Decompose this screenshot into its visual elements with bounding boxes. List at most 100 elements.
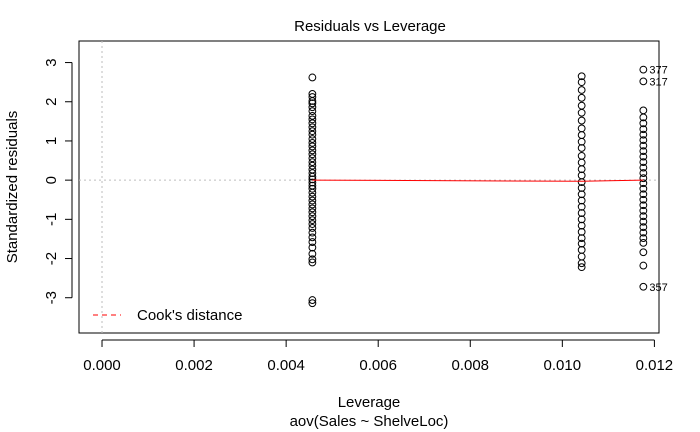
data-point xyxy=(308,115,317,124)
data-point xyxy=(308,233,317,242)
data-point xyxy=(308,135,317,143)
data-points xyxy=(308,65,648,308)
x-axis: 0.000 0.002 0.004 0.006 0.008 0.010 0.012 xyxy=(83,339,673,374)
point-label-377: 377 xyxy=(649,65,667,77)
y-tick-label: -3 xyxy=(43,291,60,304)
data-point xyxy=(308,154,317,163)
point-label-317: 317 xyxy=(649,76,667,88)
data-point xyxy=(577,151,586,160)
data-point xyxy=(308,243,317,252)
data-point xyxy=(639,248,648,257)
data-point xyxy=(639,217,648,226)
reference-lines xyxy=(79,41,659,333)
data-point xyxy=(308,123,317,132)
data-point xyxy=(577,221,586,230)
data-point xyxy=(308,249,317,258)
y-tick-label: 0 xyxy=(43,176,60,184)
data-point xyxy=(577,209,586,217)
data-point xyxy=(308,255,317,264)
data-point xyxy=(308,224,317,232)
data-point xyxy=(577,131,586,139)
data-point xyxy=(308,139,317,147)
data-point xyxy=(639,228,648,237)
data-point xyxy=(639,169,648,177)
data-point xyxy=(308,146,317,155)
x-axis-sublabel: aov(Sales ~ ShelveLoc) xyxy=(290,413,449,430)
data-point xyxy=(308,220,317,228)
data-point xyxy=(577,178,586,187)
data-point xyxy=(308,299,317,308)
data-point xyxy=(577,72,586,81)
data-point xyxy=(577,196,586,205)
data-point xyxy=(639,206,648,215)
data-point xyxy=(308,130,317,139)
data-point xyxy=(577,124,586,133)
data-point xyxy=(639,179,648,188)
data-point xyxy=(308,212,317,221)
data-point xyxy=(577,101,586,110)
data-point xyxy=(308,238,317,246)
data-point xyxy=(639,152,648,161)
data-point xyxy=(639,125,648,134)
data-point xyxy=(308,142,317,151)
x-tick-label: 0.004 xyxy=(267,357,305,374)
data-point xyxy=(308,172,317,181)
data-point xyxy=(308,99,317,108)
data-point xyxy=(639,130,648,139)
legend: Cook's distance xyxy=(93,307,242,324)
data-point xyxy=(577,86,586,94)
data-point xyxy=(577,78,586,87)
data-point xyxy=(577,259,586,268)
data-point xyxy=(308,127,317,136)
data-point xyxy=(639,174,648,183)
data-point xyxy=(308,119,317,128)
data-point xyxy=(308,161,317,170)
data-point xyxy=(639,195,648,204)
x-axis-label: Leverage xyxy=(338,394,401,411)
data-point xyxy=(308,296,317,304)
data-point xyxy=(308,184,317,193)
data-point xyxy=(639,141,648,150)
data-point xyxy=(308,158,317,167)
data-point xyxy=(639,212,648,221)
data-point xyxy=(577,144,586,152)
data-point xyxy=(639,282,648,291)
data-point xyxy=(577,165,586,174)
data-point xyxy=(577,137,586,146)
data-point xyxy=(639,136,648,145)
data-point xyxy=(308,111,317,120)
data-point xyxy=(577,239,586,248)
data-point xyxy=(577,184,586,192)
x-tick-label: 0.010 xyxy=(544,357,582,374)
data-point xyxy=(639,201,648,210)
data-point xyxy=(639,158,648,167)
x-tick-label: 0.008 xyxy=(451,357,489,374)
data-point xyxy=(308,73,317,82)
y-tick-label: -1 xyxy=(43,213,60,226)
x-tick-label: 0.006 xyxy=(359,357,397,374)
legend-cooks-distance-label: Cook's distance xyxy=(137,307,242,324)
data-point xyxy=(308,188,317,197)
x-tick-label: 0.002 xyxy=(175,357,213,374)
data-point xyxy=(639,238,648,247)
data-point xyxy=(308,216,317,225)
data-point xyxy=(308,169,317,177)
data-point xyxy=(308,175,317,184)
data-point xyxy=(577,227,586,236)
y-tick-label: -2 xyxy=(43,252,60,265)
data-point xyxy=(639,106,648,115)
data-point xyxy=(308,258,317,267)
data-point xyxy=(639,77,648,86)
data-point xyxy=(308,196,317,205)
data-point xyxy=(577,108,586,117)
data-point xyxy=(639,113,648,122)
data-point xyxy=(308,93,317,101)
data-point xyxy=(577,215,586,224)
data-point xyxy=(577,263,586,272)
y-axis-label: Standardized residuals xyxy=(4,111,21,264)
chart-title: Residuals vs Leverage xyxy=(294,18,446,35)
data-point xyxy=(577,93,586,102)
data-point xyxy=(639,147,648,156)
